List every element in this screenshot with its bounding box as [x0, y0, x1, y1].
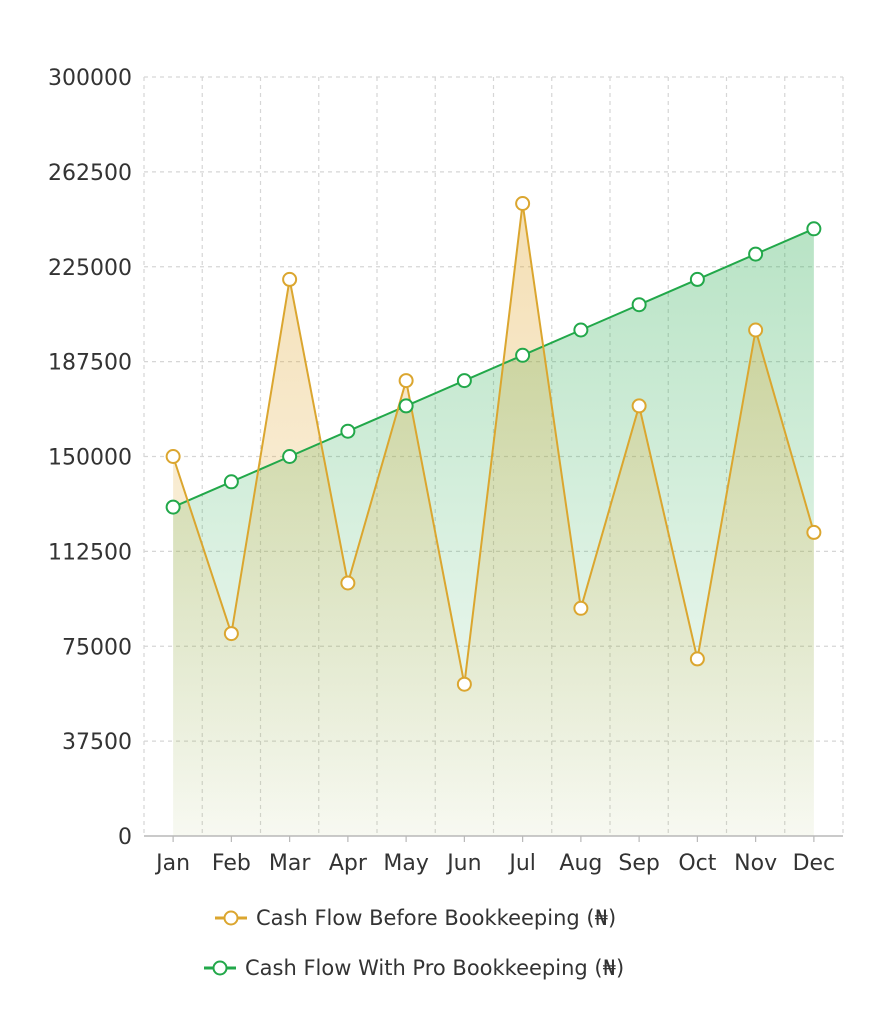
data-point-series-0[interactable] [631, 398, 647, 414]
y-tick-label: 262500 [48, 161, 132, 186]
series-area-0 [173, 203, 814, 836]
y-tick-label: 187500 [48, 351, 132, 376]
legend-label-before: Cash Flow Before Bookkeeping (₦) [256, 906, 617, 930]
legend-marker-with-pro-icon [204, 960, 236, 976]
x-tick-label: May [383, 851, 428, 876]
x-tick-label: Mar [269, 851, 311, 876]
x-tick-label: Jul [507, 851, 536, 876]
x-tick-label: Apr [329, 851, 368, 876]
x-tick-label: Jun [445, 851, 481, 876]
series-lines [172, 202, 815, 686]
series-line-1 [172, 227, 815, 509]
data-point-series-0[interactable] [398, 373, 414, 389]
data-point-series-1[interactable] [282, 449, 298, 464]
data-point-series-1[interactable] [165, 499, 181, 515]
x-tick-label: Sep [618, 851, 659, 876]
data-point-series-0[interactable] [689, 651, 705, 667]
x-axis-ticks: Jan Feb Mar Apr May Jun Jul Aug Sep Oct Nov Dec [154, 851, 835, 876]
data-point-series-1[interactable] [631, 297, 647, 313]
data-point-series-1[interactable] [806, 221, 822, 237]
data-point-series-0[interactable] [806, 524, 822, 540]
data-point-series-0[interactable] [223, 626, 239, 642]
y-tick-label: 37500 [62, 730, 132, 755]
data-point-series-0[interactable] [165, 449, 181, 464]
legend-item-before[interactable]: Cash Flow Before Bookkeeping (₦) [214, 895, 616, 941]
y-tick-label: 0 [118, 825, 132, 850]
data-point-series-1[interactable] [515, 347, 531, 363]
x-tick-label: Jan [154, 851, 190, 876]
data-point-series-1[interactable] [456, 373, 472, 389]
data-point-series-1[interactable] [398, 398, 414, 414]
data-point-series-1[interactable] [223, 474, 239, 490]
y-tick-label: 75000 [62, 635, 132, 660]
data-point-series-1[interactable] [573, 322, 589, 338]
data-point-series-0[interactable] [456, 676, 472, 692]
series-line-0 [172, 202, 815, 686]
data-point-series-0[interactable] [515, 196, 531, 211]
data-point-series-0[interactable] [748, 322, 764, 338]
x-tick-label: Dec [793, 851, 836, 876]
y-axis-ticks: 0 37500 75000 112500 150000 187500 225000 26250… [48, 66, 132, 850]
data-point-series-0[interactable] [282, 271, 298, 287]
data-point-series-1[interactable] [340, 423, 356, 439]
legend-item-with-pro[interactable]: Cash Flow With Pro Bookkeeping (₦) [203, 945, 624, 991]
data-point-series-1[interactable] [689, 271, 705, 287]
data-point-series-1[interactable] [748, 246, 764, 262]
data-point-series-0[interactable] [340, 575, 356, 591]
series-areas [173, 203, 814, 837]
x-tick-label: Aug [559, 851, 602, 876]
axes [144, 835, 843, 842]
y-tick-label: 150000 [48, 446, 132, 471]
data-point-series-0[interactable] [573, 600, 589, 616]
legend-label-with-pro: Cash Flow With Pro Bookkeeping (₦) [245, 956, 625, 980]
x-tick-label: Nov [734, 851, 777, 876]
y-tick-label: 300000 [48, 66, 132, 91]
y-tick-label: 112500 [48, 540, 132, 565]
x-tick-label: Oct [678, 851, 716, 876]
series-points [165, 196, 822, 692]
legend-marker-before-icon [215, 910, 247, 926]
y-tick-label: 225000 [48, 256, 132, 281]
x-tick-label: Feb [212, 851, 251, 876]
